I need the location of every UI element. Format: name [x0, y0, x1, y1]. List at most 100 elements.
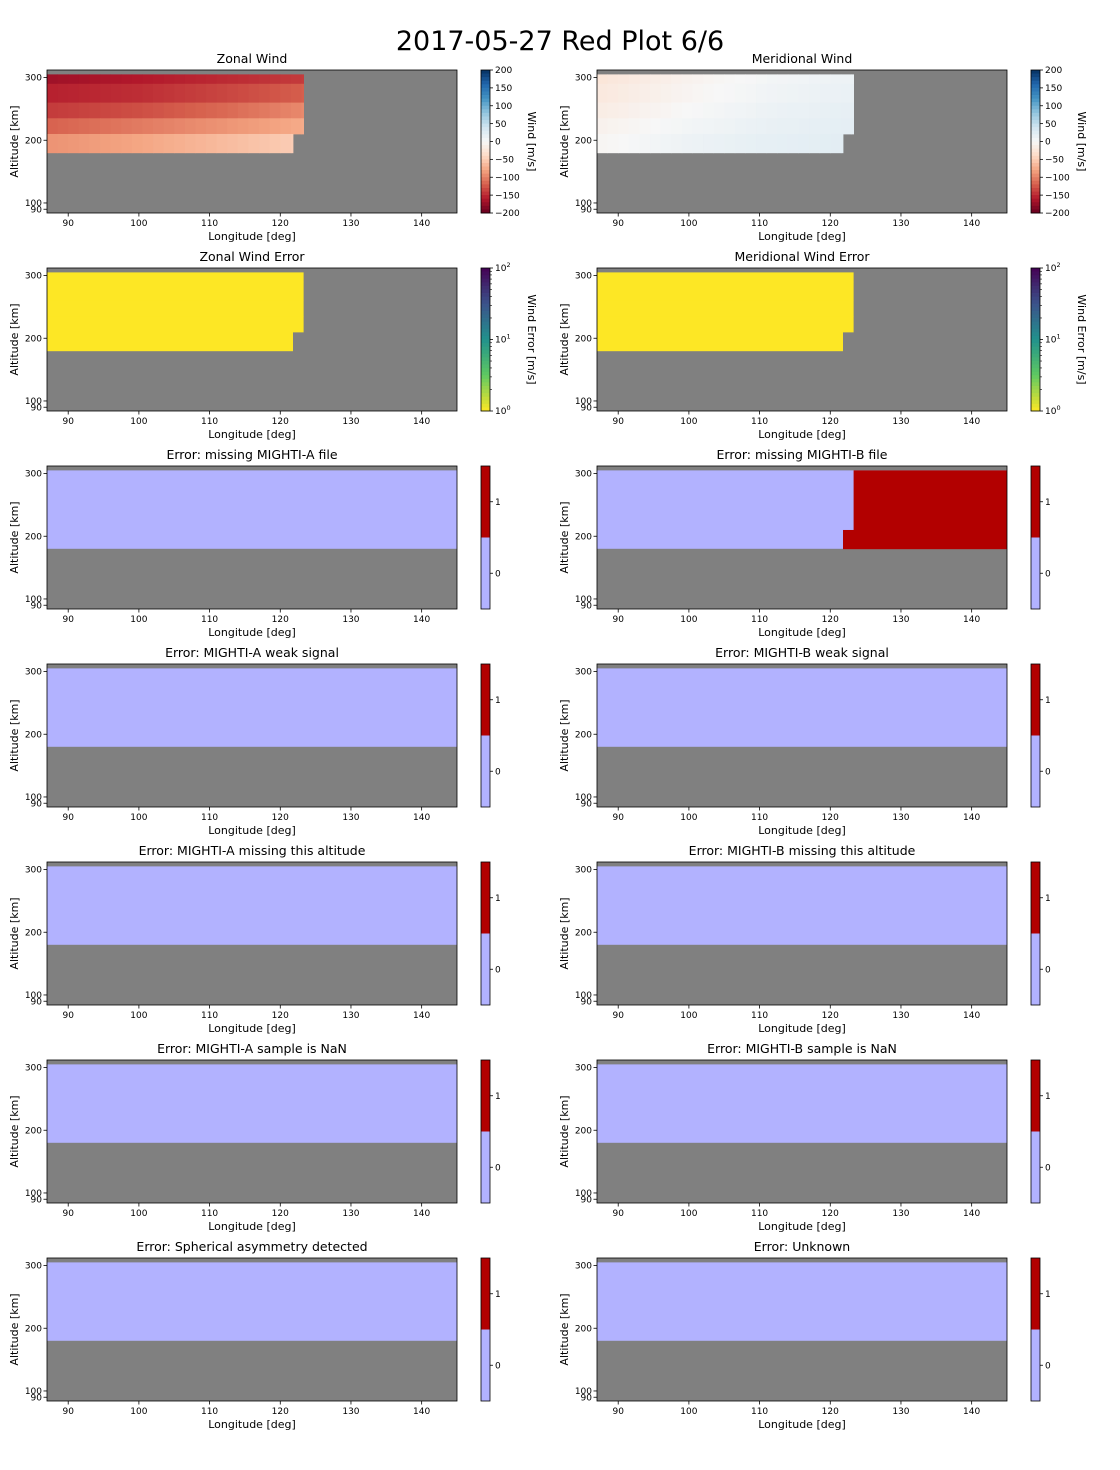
y-tick-label: 90: [31, 403, 43, 413]
colorbar-segment: [1031, 314, 1040, 319]
colorbar-segment: [481, 166, 490, 171]
heatmap-cell: [724, 118, 736, 135]
heatmap-cell: [216, 118, 228, 135]
heatmap-cell: [259, 74, 271, 85]
colorbar-segment: [1031, 80, 1040, 85]
heatmap-cell: [57, 83, 69, 104]
error-cell: [47, 316, 304, 333]
heatmap-cell: [766, 133, 778, 154]
heatmap-cell: [227, 118, 239, 135]
heatmap-cell: [745, 102, 757, 119]
colorbar-segment: [1031, 155, 1040, 160]
colorbar-tick-label: 1: [495, 498, 501, 508]
colorbar: 10: [480, 1257, 501, 1402]
flag-zero-region: [597, 668, 1007, 747]
colorbar-segment: [481, 202, 490, 207]
heatmap-cell: [248, 133, 260, 154]
panel-title: Meridional Wind: [752, 51, 853, 66]
colorbar-segment: [1031, 293, 1040, 297]
heatmap-cell: [227, 102, 239, 119]
panel-title: Error: MIGHTI-B missing this altitude: [689, 843, 916, 858]
heatmap-cell: [100, 83, 112, 104]
y-axis-label: Altitude [km]: [8, 699, 21, 771]
colorbar-zero: [1031, 735, 1040, 807]
colorbar-segment: [1031, 70, 1040, 74]
x-tick-label: 120: [272, 1209, 289, 1219]
heatmap-cell: [607, 102, 619, 119]
colorbar-segment: [1031, 73, 1040, 78]
colorbar-segment: [1031, 173, 1040, 178]
colorbar-segment: [1031, 112, 1040, 117]
y-tick-label: 100: [575, 199, 592, 209]
heatmap-cell: [68, 118, 80, 135]
x-tick-label: 110: [201, 417, 218, 427]
x-tick-label: 140: [963, 417, 980, 427]
x-tick-label: 110: [201, 1209, 218, 1219]
heatmap-cell: [639, 83, 651, 104]
y-tick-label: 90: [581, 403, 593, 413]
colorbar-segment: [1031, 325, 1040, 330]
y-tick-label: 200: [25, 928, 42, 938]
heatmap-cell: [301, 102, 305, 119]
x-tick-label: 100: [130, 417, 147, 427]
heatmap-cell: [163, 83, 175, 104]
colorbar-segment: [1031, 346, 1040, 351]
y-tick-label: 100: [25, 199, 42, 209]
x-tick-label: 120: [822, 219, 839, 229]
heatmap-cell: [745, 118, 757, 135]
heatmap-cell: [68, 133, 80, 154]
heatmap-cell: [671, 74, 683, 85]
colorbar-one: [1031, 862, 1040, 934]
heatmap-cell: [153, 133, 165, 154]
heatmap-cell: [745, 133, 757, 154]
colorbar-segment: [1031, 343, 1040, 348]
heatmap-cell: [809, 133, 821, 154]
heatmap-cell: [798, 102, 810, 119]
heatmap-cell: [216, 102, 228, 119]
y-axis-label: Altitude [km]: [558, 1293, 571, 1365]
heatmap-cell: [153, 102, 165, 119]
x-tick-label: 140: [413, 417, 430, 427]
x-axis-label: Longitude [deg]: [208, 626, 296, 639]
x-tick-label: 90: [612, 417, 624, 427]
colorbar-tick-label: −150: [1045, 191, 1070, 201]
x-tick-label: 140: [963, 615, 980, 625]
error-cell: [597, 300, 854, 317]
error-cell: [597, 272, 854, 283]
heatmap-cell: [290, 118, 302, 135]
heatmap-cell: [153, 118, 165, 135]
colorbar-tick-label: 0: [495, 569, 501, 579]
colorbar-segment: [1031, 371, 1040, 376]
heatmap-cell: [840, 102, 852, 119]
colorbar-frame: [480, 1257, 491, 1402]
error-cell: [47, 272, 304, 283]
y-axis-label: Altitude [km]: [558, 501, 571, 573]
heatmap-cell: [681, 133, 693, 154]
x-tick-label: 90: [612, 813, 624, 823]
y-tick-label: 200: [575, 1126, 592, 1136]
heatmap-cell: [787, 118, 799, 135]
x-tick-label: 90: [62, 417, 74, 427]
y-tick-label: 90: [581, 601, 593, 611]
colorbar-segment: [1031, 282, 1040, 287]
colorbar-segment: [481, 112, 490, 117]
heatmap-cell: [237, 133, 249, 154]
colorbar-tick-label: 200: [495, 66, 512, 76]
colorbar-segment: [1031, 95, 1040, 99]
x-axis-label: Longitude [deg]: [758, 1022, 846, 1035]
colorbar-segment: [1031, 205, 1040, 210]
colorbar-segment: [1031, 350, 1040, 355]
heatmap-cell: [830, 133, 842, 154]
heatmap-cell: [766, 118, 778, 135]
colorbar-segment: [1031, 159, 1040, 164]
colorbar-segment: [1031, 209, 1040, 214]
heatmap-cell: [692, 133, 704, 154]
heatmap-cell: [89, 74, 101, 85]
colorbar-segment: [481, 148, 490, 153]
colorbar-segment: [481, 152, 490, 157]
colorbar-zero: [481, 537, 490, 609]
colorbar-tick-label: 0: [495, 138, 501, 148]
